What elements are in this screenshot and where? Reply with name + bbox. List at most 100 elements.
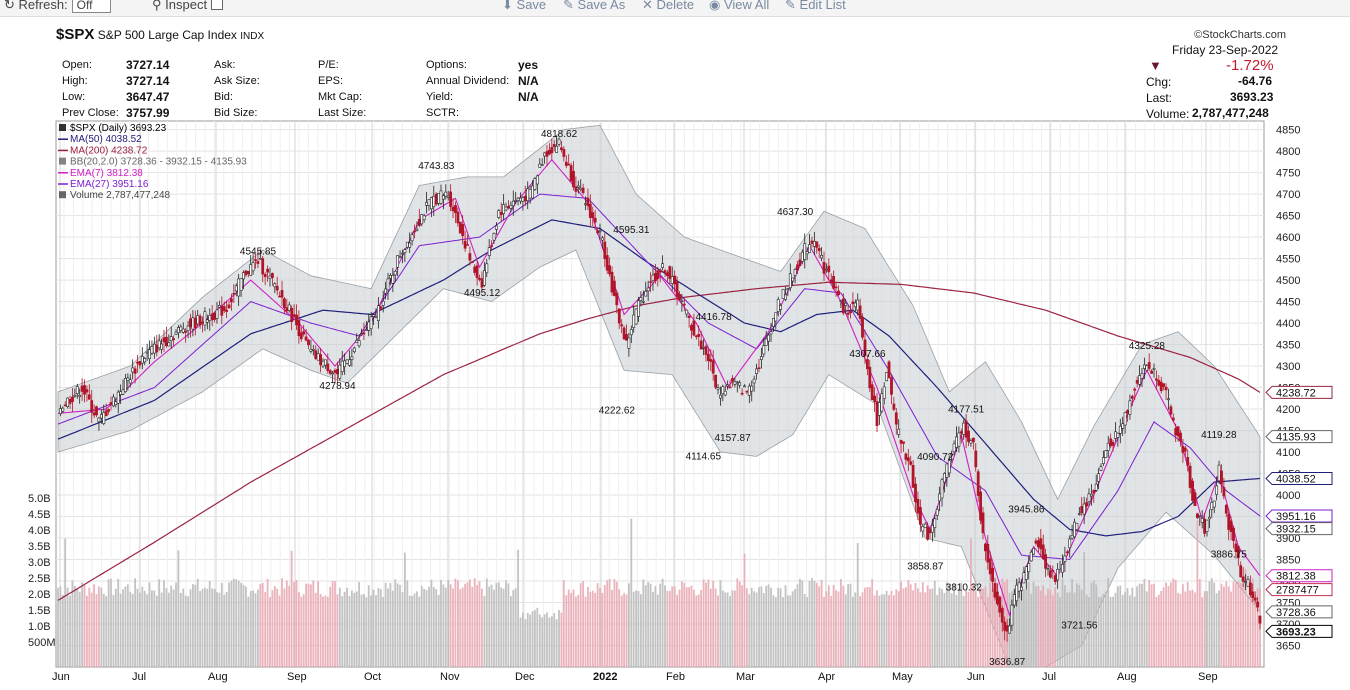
volume-bar (825, 591, 828, 667)
volume-bar (628, 583, 630, 667)
candle-body (526, 188, 530, 202)
volume-bars (57, 518, 1261, 667)
volume-bar (155, 595, 158, 667)
candle-body (967, 430, 970, 442)
volume-bar (1227, 586, 1230, 667)
candle-body (1232, 527, 1235, 541)
volume-bar (888, 595, 890, 667)
candle-body (955, 436, 958, 448)
volume-bar (878, 595, 881, 667)
candle-body (393, 270, 397, 276)
candle-body (853, 302, 857, 308)
volume-bar (921, 582, 924, 667)
volume-bar (1056, 592, 1059, 667)
save-button[interactable]: ⬇ Save (502, 0, 546, 13)
volume-bar (1162, 587, 1165, 667)
volume-bar (765, 585, 768, 667)
save-as-button[interactable]: ✎ Save As (563, 0, 625, 13)
inspect-checkbox[interactable] (211, 0, 224, 10)
volume-bar (473, 578, 476, 667)
candle-body (767, 334, 771, 342)
volume-bar (625, 594, 628, 667)
volume-bar (668, 590, 671, 667)
volume-bar (175, 582, 177, 667)
legend-entry: Volume 2,787,477,248 (70, 190, 171, 201)
candle-body (930, 525, 934, 533)
volume-bar (466, 582, 469, 667)
volume-bar (413, 593, 416, 667)
candle-body (670, 276, 674, 284)
volume-bar (61, 595, 64, 667)
volume-bar (536, 608, 539, 667)
refresh-control: ↻ Refresh: Off (4, 0, 112, 13)
volume-bar (1001, 578, 1004, 667)
volume-bar (218, 592, 221, 667)
candle-body (78, 394, 82, 397)
bollinger-band (57, 124, 1261, 668)
volume-bar (95, 594, 98, 667)
price-annotation: 4416.78 (696, 312, 733, 323)
volume-bar (531, 611, 534, 667)
inspect-control[interactable]: ⚲ Inspect (152, 0, 224, 13)
volume-bar (705, 582, 707, 667)
volume-bar (1124, 592, 1127, 667)
volume-bar (637, 591, 640, 667)
refresh-select[interactable]: Off (71, 0, 112, 13)
candle-body (904, 453, 908, 460)
candle-body (547, 149, 551, 155)
candle-body (66, 397, 70, 407)
volume-bar (1061, 578, 1064, 667)
candle-body (1053, 575, 1057, 582)
volume-bar (259, 584, 262, 667)
volume-bar (758, 587, 760, 667)
volume-label: Volume: (1146, 107, 1190, 121)
delete-button[interactable]: ✕ Delete (642, 0, 694, 13)
volume-bar (1032, 581, 1035, 667)
candle-body (1140, 373, 1144, 379)
candle-body (302, 331, 306, 335)
volume-bar (182, 588, 185, 667)
candle-body (829, 279, 833, 284)
candle-body (391, 275, 395, 284)
edit-list-button[interactable]: ✎ Edit List (785, 0, 846, 13)
volume-bar (177, 550, 180, 667)
candle-body (596, 230, 600, 234)
candle-body (396, 255, 400, 268)
volume-bar (416, 591, 418, 667)
volume-bar (543, 614, 546, 667)
candle-body (309, 349, 313, 352)
candle-body (410, 234, 414, 242)
volume-bar (230, 580, 233, 667)
value-tag-label: 3693.23 (1276, 626, 1316, 638)
volume-bar (81, 582, 84, 667)
axes: 3650 3700 3750 3800 3850 3900 3950 4000 4050 4100… (28, 125, 1333, 683)
candle-body (600, 237, 604, 241)
volume-bar (849, 583, 852, 667)
volume-bar (979, 587, 982, 667)
candle-body (504, 206, 508, 211)
candle-body (278, 295, 282, 298)
volume-bar (750, 587, 753, 667)
volume-bar (726, 592, 729, 667)
candle-body (692, 320, 696, 336)
y-tick-label: 4500 (1276, 275, 1300, 287)
y-tick-label: 4300 (1276, 361, 1300, 373)
volume-bar (146, 594, 149, 667)
candle-body (1212, 500, 1216, 508)
options-value: yes (518, 58, 539, 72)
volume-bar (654, 586, 657, 667)
volume-bar (1049, 589, 1052, 667)
candle-body (1176, 426, 1180, 437)
candle-body (1044, 554, 1048, 569)
volume-bar (163, 580, 165, 667)
candle-body (119, 391, 123, 395)
volume-bar (444, 587, 447, 667)
candle-body (971, 437, 975, 443)
volume-bar (529, 614, 532, 667)
volume-bar (873, 595, 876, 667)
price-candles (58, 135, 1262, 642)
view-all-button[interactable]: ◉ View All (709, 0, 769, 13)
volume-bar (271, 590, 274, 667)
price-annotation: 4177.51 (948, 405, 985, 416)
candle-body (244, 270, 248, 276)
